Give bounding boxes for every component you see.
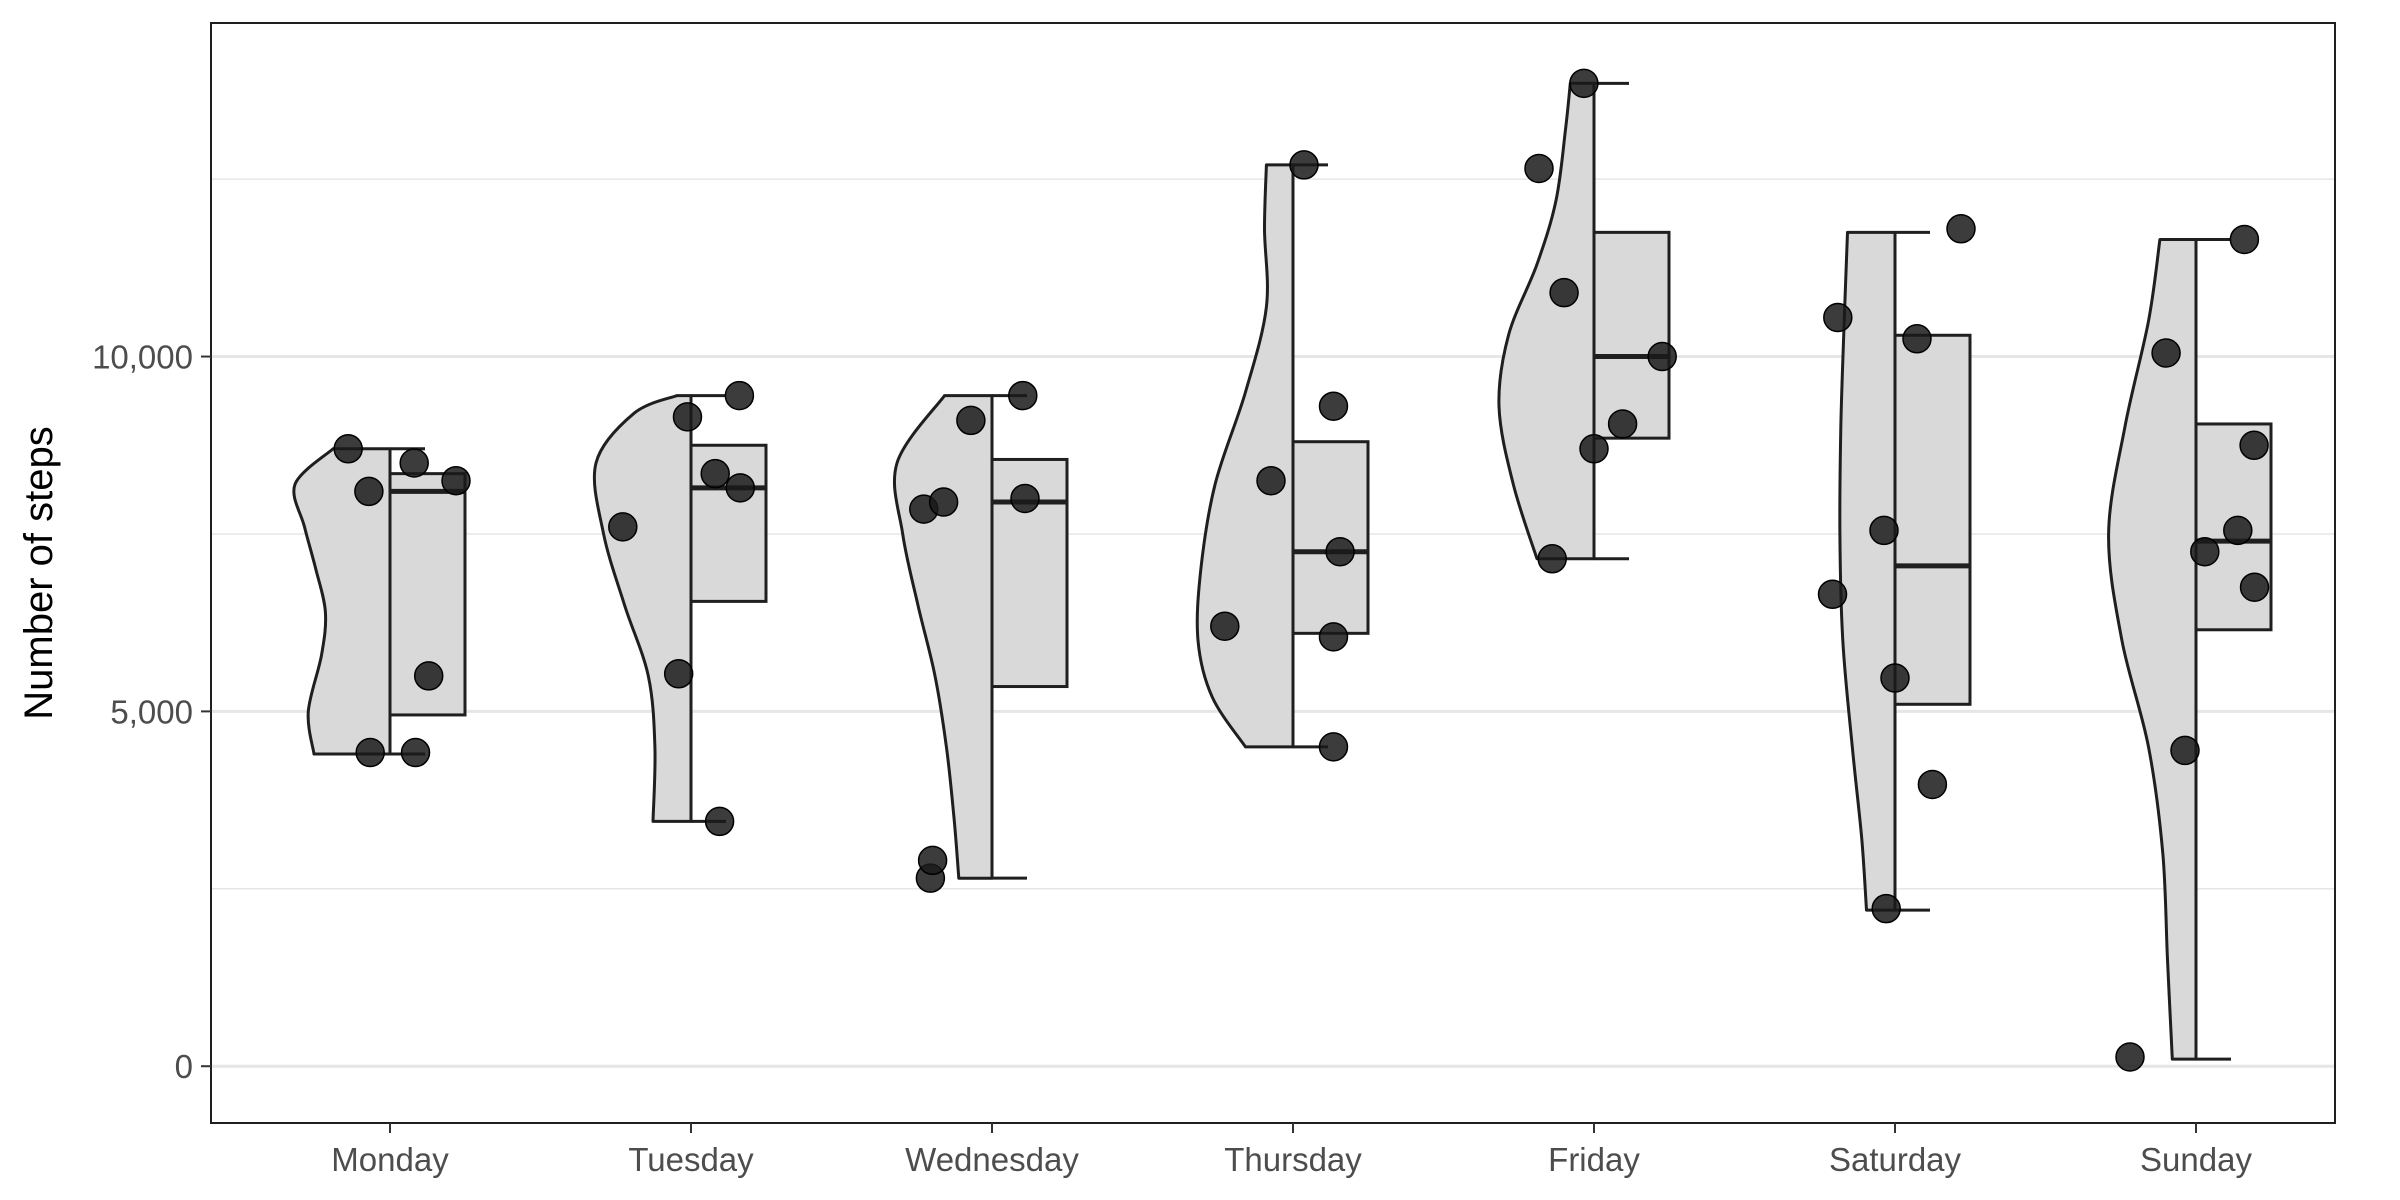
density-cloud	[1838, 230, 1897, 912]
data-point	[2190, 536, 2220, 567]
box	[1592, 230, 1671, 440]
data-point	[2239, 430, 2269, 461]
data-point	[1569, 68, 1599, 99]
x-tick-label: Thursday	[1224, 1141, 1362, 1178]
data-point	[1010, 483, 1040, 514]
y-tick-label: 5,000	[110, 693, 193, 730]
data-point	[1607, 409, 1638, 439]
y-tick-label: 0	[175, 1048, 193, 1085]
data-point	[2229, 224, 2260, 255]
data-point	[917, 845, 948, 876]
data-point	[663, 659, 694, 689]
axes: 0 5,000 10,000 Monday Tuesday Wednesday Thursd…	[92, 339, 2252, 1178]
boxplot-layer	[388, 81, 2273, 1061]
data-point	[1817, 579, 1848, 610]
x-tick-label: Monday	[331, 1141, 449, 1178]
data-point	[1537, 544, 1567, 574]
data-point	[2223, 515, 2253, 546]
data-point	[1325, 536, 1355, 567]
data-point	[441, 465, 471, 496]
x-tick-label: Friday	[1548, 1141, 1640, 1178]
data-point	[1823, 302, 1853, 333]
data-point	[1318, 391, 1349, 421]
box	[388, 472, 467, 717]
density-cloud	[1497, 81, 1596, 561]
density-cloud	[1195, 163, 1295, 749]
points-layer	[333, 68, 2270, 1072]
data-point	[400, 737, 431, 768]
data-point	[1318, 622, 1349, 652]
box	[1893, 333, 1972, 706]
density-cloud	[592, 394, 693, 823]
data-point	[1210, 611, 1240, 641]
data-point	[2239, 572, 2270, 602]
data-point	[1524, 153, 1554, 184]
data-point	[1871, 893, 1901, 924]
data-point	[1647, 341, 1677, 372]
data-point	[1579, 434, 1609, 464]
data-point	[1318, 732, 1349, 762]
density-cloud	[2107, 238, 2198, 1061]
data-point	[1549, 277, 1579, 308]
data-point	[399, 448, 429, 478]
data-point	[2115, 1042, 2145, 1072]
data-point	[1880, 663, 1910, 693]
data-point	[672, 402, 703, 432]
x-tick-label: Wednesday	[905, 1141, 1079, 1178]
y-axis-title: Number of steps	[17, 426, 61, 719]
data-point	[608, 512, 638, 542]
data-point	[355, 737, 385, 768]
y-tick-label: 10,000	[92, 339, 193, 376]
data-point	[354, 476, 384, 507]
x-tick-label: Sunday	[2140, 1141, 2252, 1178]
data-point	[704, 806, 735, 837]
data-point	[1289, 150, 1319, 180]
data-point	[1256, 465, 1286, 496]
x-tick-label: Tuesday	[628, 1141, 754, 1178]
data-point	[413, 661, 444, 691]
plot-panel-border	[210, 22, 2336, 1124]
data-point	[1008, 380, 1038, 411]
box	[1291, 440, 1370, 635]
data-point	[1946, 214, 1976, 244]
density-cloud	[892, 394, 994, 880]
data-point	[956, 405, 986, 436]
data-point	[724, 380, 755, 411]
data-point	[700, 458, 730, 489]
data-point	[2151, 338, 2181, 368]
density-layer	[292, 81, 2198, 1061]
data-point	[333, 434, 363, 464]
data-point	[1869, 515, 1899, 546]
data-point	[725, 473, 756, 503]
data-point	[1902, 324, 1932, 354]
data-point	[928, 487, 959, 517]
data-point	[1917, 769, 1948, 800]
data-point	[2170, 735, 2200, 766]
density-cloud	[292, 447, 392, 756]
x-tick-label: Saturday	[1829, 1141, 1962, 1178]
